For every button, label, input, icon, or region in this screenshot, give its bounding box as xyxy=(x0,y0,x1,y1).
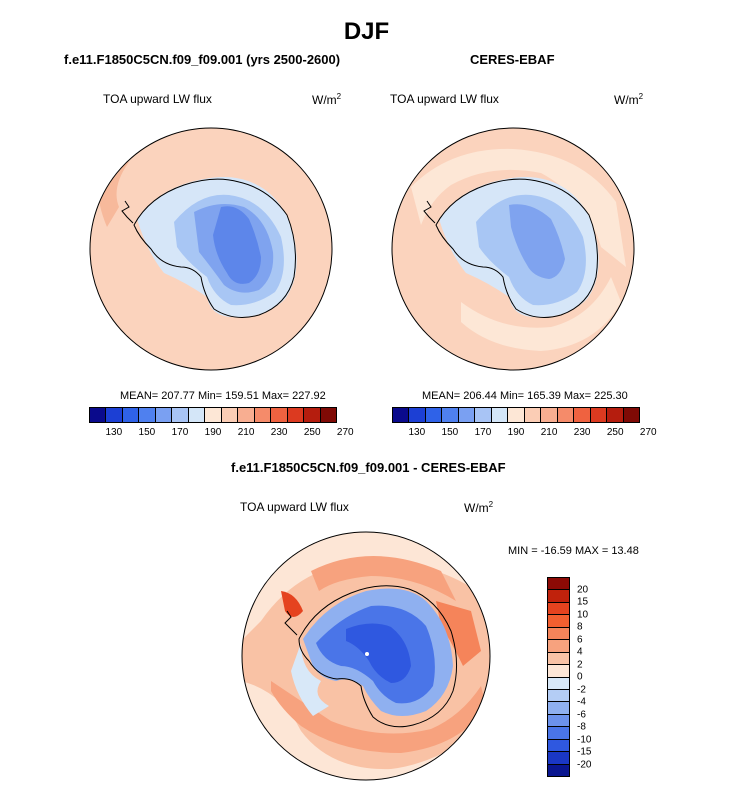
panel-3-colorbar-swatch xyxy=(548,764,569,776)
panel-3-colorbar-tick-label: 2 xyxy=(577,659,583,670)
panel-2-colorbar-tick-label: 210 xyxy=(540,427,558,438)
panel-2-colorbar-swatch xyxy=(574,408,591,422)
panel-2-colorbar-swatch xyxy=(458,408,476,422)
panel-2-colorbar-swatch xyxy=(623,408,640,422)
panel-2-colorbar-swatch xyxy=(541,408,558,422)
panel-2-colorbar-tick-label: 190 xyxy=(507,427,525,438)
panel-3-colorbar-swatch xyxy=(548,640,569,653)
panel-3-colorbar-tick-label: 4 xyxy=(577,646,583,658)
panel-2-stats: MEAN= 206.44 Min= 165.39 Max= 225.30 xyxy=(422,390,628,402)
panel-1-colorbar-swatch xyxy=(122,408,140,422)
panel-1-colorbar-swatch xyxy=(106,408,123,422)
panel-3-colorbar-swatch xyxy=(548,677,569,690)
panel-1-map xyxy=(89,127,333,371)
panel-1-colorbar xyxy=(89,407,337,423)
panel-2-colorbar-tick-label: 130 xyxy=(408,427,426,438)
panel-3-map xyxy=(241,531,491,781)
panel-3-colorbar-swatch xyxy=(548,615,569,628)
panel-3-colorbar-swatch xyxy=(548,652,569,666)
panel-1-colorbar-swatch xyxy=(238,408,255,422)
panel-2-colorbar-swatch xyxy=(590,408,608,422)
panel-3-stats: MIN = -16.59 MAX = 13.48 xyxy=(508,545,639,557)
panel-1-colorbar-swatch xyxy=(254,408,272,422)
panel-2-colorbar-swatch xyxy=(409,408,426,422)
panel-2-colorbar-tick-label: 230 xyxy=(573,427,591,438)
panel-1-colorbar-swatch xyxy=(205,408,222,422)
panel-3-units: W/m2 xyxy=(464,500,494,515)
panel-3-colorbar-tick-label: -10 xyxy=(577,734,592,745)
panel-3-colorbar-swatch xyxy=(548,627,569,641)
figure-title: DJF xyxy=(343,18,390,45)
panel-3-colorbar-swatch xyxy=(548,727,569,740)
panel-2-title: CERES-EBAF xyxy=(470,52,555,67)
panel-2-colorbar-swatch xyxy=(524,408,542,422)
panel-2-colorbar-swatch xyxy=(508,408,525,422)
panel-3-variable: TOA upward LW flux xyxy=(240,500,349,514)
panel-1-colorbar-tick-label: 170 xyxy=(171,427,189,438)
panel-1-variable: TOA upward LW flux xyxy=(103,92,212,106)
panel-3-colorbar-tick-label: 6 xyxy=(577,634,583,645)
panel-3-colorbar-tick-label: -4 xyxy=(577,696,586,708)
panel-2-colorbar xyxy=(392,407,640,423)
panel-1-colorbar-tick-label: 130 xyxy=(105,427,123,438)
panel-2-colorbar-swatch xyxy=(475,408,492,422)
panel-2-colorbar-swatch xyxy=(607,408,624,422)
panel-3-colorbar-tick-label: 8 xyxy=(577,621,583,633)
panel-1-stats: MEAN= 207.77 Min= 159.51 Max= 227.92 xyxy=(120,390,326,402)
panel-2-variable: TOA upward LW flux xyxy=(390,92,499,106)
panel-1-units: W/m2 xyxy=(312,92,342,107)
panel-3-colorbar-swatch xyxy=(548,714,569,728)
panel-3-colorbar-tick-label: -20 xyxy=(577,759,592,770)
panel-3-colorbar-tick-label: -15 xyxy=(577,746,592,758)
panel-3-colorbar-swatch xyxy=(548,739,569,753)
panel-1-colorbar-swatch xyxy=(320,408,337,422)
panel-3-colorbar-tick-label: -2 xyxy=(577,684,586,695)
panel-1-colorbar-swatch xyxy=(271,408,288,422)
panel-2-colorbar-tick-label: 250 xyxy=(606,427,624,438)
panel-3-colorbar-swatch xyxy=(548,702,569,715)
panel-1-colorbar-swatch xyxy=(221,408,239,422)
panel-3-colorbar-tick-label: 20 xyxy=(577,584,589,595)
panel-1-colorbar-swatch xyxy=(139,408,156,422)
panel-2-colorbar-swatch xyxy=(491,408,509,422)
panel-1-colorbar-swatch xyxy=(172,408,189,422)
panel-1-colorbar-tick-label: 190 xyxy=(204,427,222,438)
panel-1-colorbar-swatch xyxy=(188,408,206,422)
panel-1-colorbar-tick-label: 230 xyxy=(270,427,288,438)
panel-3-colorbar-tick-label: 0 xyxy=(577,671,583,683)
panel-2-colorbar-swatch xyxy=(557,408,575,422)
panel-3-colorbar-swatch xyxy=(548,665,569,678)
panel-2-units: W/m2 xyxy=(614,92,644,107)
panel-2-colorbar-tick-label: 150 xyxy=(441,427,459,438)
panel-2-colorbar-tick-label: 270 xyxy=(639,427,657,438)
panel-3-colorbar-swatch xyxy=(548,578,569,591)
panel-3-colorbar-swatch xyxy=(548,752,569,765)
panel-1-colorbar-swatch xyxy=(155,408,173,422)
panel-1-colorbar-swatch xyxy=(90,408,107,422)
panel-3-colorbar xyxy=(547,577,570,777)
panel-3-colorbar-tick-label: 15 xyxy=(577,596,589,608)
panel-2-colorbar-swatch xyxy=(393,408,410,422)
panel-1-colorbar-tick-label: 150 xyxy=(138,427,156,438)
panel-2-colorbar-swatch xyxy=(425,408,443,422)
panel-3-colorbar-tick-label: 10 xyxy=(577,609,589,620)
panel-2-colorbar-swatch xyxy=(442,408,459,422)
panel-1-colorbar-tick-label: 270 xyxy=(336,427,354,438)
panel-3-colorbar-swatch xyxy=(548,590,569,603)
panel-3-colorbar-swatch xyxy=(548,602,569,616)
panel-1-title: f.e11.F1850C5CN.f09_f09.001 (yrs 2500-26… xyxy=(64,52,341,67)
panel-1-colorbar-swatch xyxy=(304,408,321,422)
panel-1-colorbar-tick-label: 250 xyxy=(303,427,321,438)
panel-3-title: f.e11.F1850C5CN.f09_f09.001 - CERES-EBAF xyxy=(231,460,506,475)
panel-2-map xyxy=(391,127,635,371)
panel-3-colorbar-tick-label: -8 xyxy=(577,721,586,733)
panel-3-colorbar-tick-label: -6 xyxy=(577,709,586,720)
panel-3-colorbar-swatch xyxy=(548,689,569,703)
panel-1-colorbar-tick-label: 210 xyxy=(237,427,255,438)
panel-2-colorbar-tick-label: 170 xyxy=(474,427,492,438)
panel-1-colorbar-swatch xyxy=(287,408,305,422)
